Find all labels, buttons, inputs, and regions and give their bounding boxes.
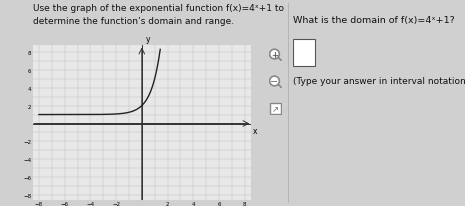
- Bar: [293, 40, 315, 67]
- Text: What is the domain of f(x)=4ˣ+1?: What is the domain of f(x)=4ˣ+1?: [293, 16, 455, 25]
- Text: Use the graph of the exponential function f(x)=4ˣ+1 to
determine the function’s : Use the graph of the exponential functio…: [33, 4, 284, 26]
- Text: x: x: [252, 127, 257, 136]
- Text: ↗: ↗: [272, 104, 279, 114]
- Circle shape: [270, 50, 279, 60]
- Text: (Type your answer in interval notation.): (Type your answer in interval notation.): [293, 76, 465, 85]
- Text: +: +: [271, 50, 278, 59]
- FancyBboxPatch shape: [270, 103, 281, 115]
- Text: −: −: [271, 77, 279, 87]
- Text: y: y: [146, 35, 150, 43]
- Circle shape: [270, 77, 279, 86]
